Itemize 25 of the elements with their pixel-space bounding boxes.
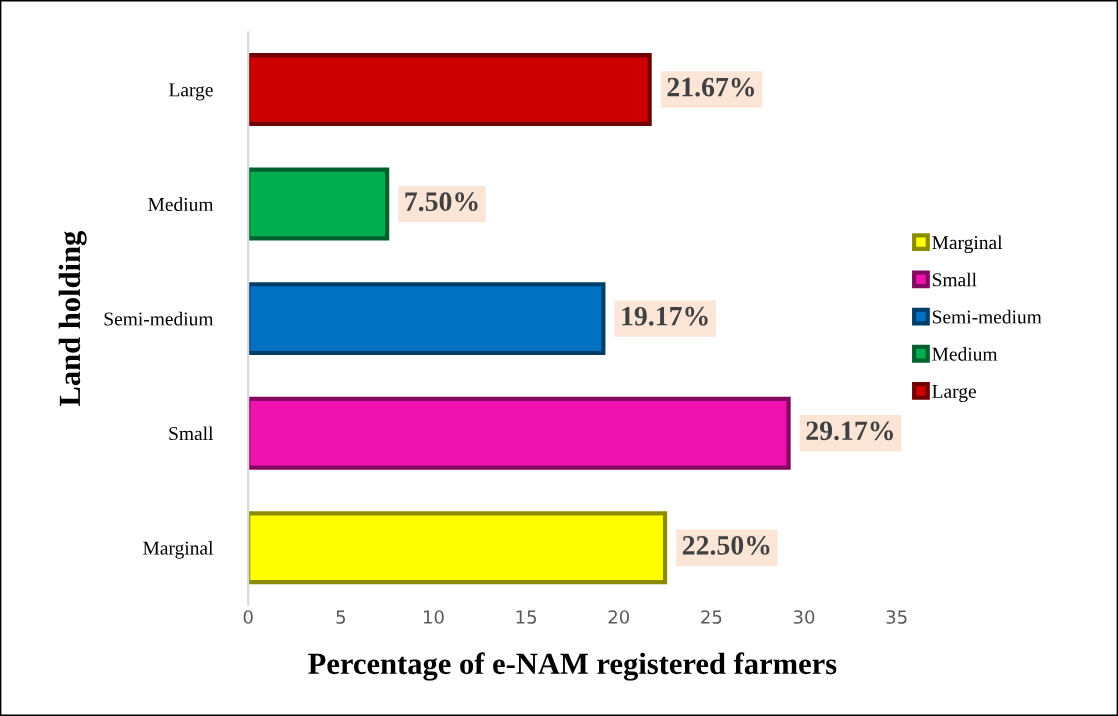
- y-tick-label: Small: [169, 426, 214, 441]
- y-tick-label: Medium: [148, 197, 214, 211]
- legend-label: Medium: [932, 347, 998, 361]
- y-tick-label: Large: [169, 83, 213, 101]
- x-tick-label: 35: [886, 610, 907, 624]
- x-tick-label: 25: [701, 610, 722, 624]
- x-tick-label: 15: [516, 610, 537, 624]
- data-label: 7.50%: [405, 192, 478, 212]
- y-tick-label: Semi-medium: [104, 311, 214, 326]
- data-label: 19.17%: [622, 306, 708, 326]
- data-label: 22.50%: [682, 535, 770, 555]
- y-axis-title: Land holding: [58, 231, 87, 406]
- x-tick-label: 10: [423, 610, 444, 624]
- legend-label: Large: [932, 385, 976, 402]
- y-tick-label: Marginal: [143, 540, 214, 559]
- data-label: 21.67%: [667, 77, 755, 97]
- x-axis-title: Percentage of e-NAM registered farmers: [308, 652, 837, 681]
- x-tick-label: 30: [793, 610, 815, 624]
- data-label: 29.17%: [806, 421, 893, 441]
- x-tick-label: 5: [336, 610, 345, 624]
- legend-label: Small: [932, 272, 977, 287]
- legend-label: Semi-medium: [932, 309, 1042, 324]
- x-tick-label: 0: [243, 610, 253, 624]
- x-tick-label: 20: [608, 610, 630, 624]
- legend-label: Marginal: [932, 235, 1003, 254]
